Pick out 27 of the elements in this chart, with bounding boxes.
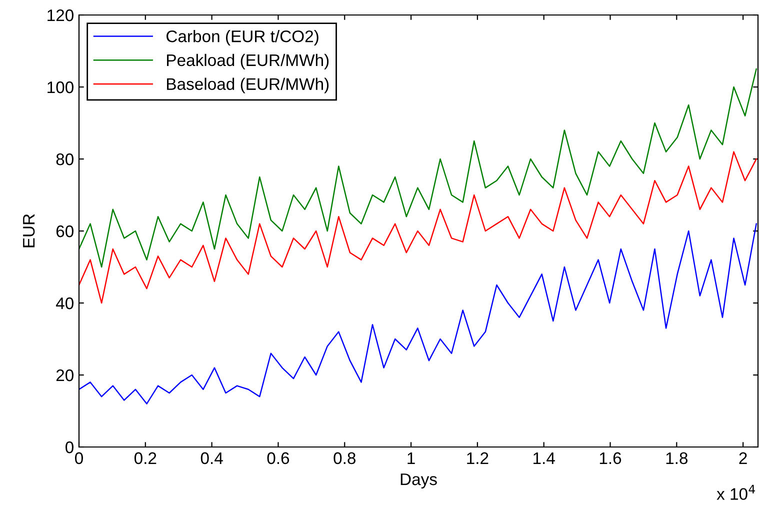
- y-tick-label: 100: [48, 81, 74, 94]
- line-series: [79, 68, 757, 268]
- x-tick-label: 1.8: [666, 452, 688, 464]
- y-tick-label: 60: [56, 225, 74, 238]
- x-tick-label: 1.2: [467, 452, 488, 464]
- x-tick-label: 1: [408, 452, 415, 464]
- y-tick-label: 20: [56, 369, 74, 382]
- x-tick-label: 1.6: [600, 452, 622, 464]
- legend-label: Peakload (EUR/MWh): [167, 54, 329, 70]
- line-series: [79, 223, 757, 404]
- text: x 10$^{4}$: [716, 484, 755, 500]
- x-tick-label: 0.2: [134, 452, 156, 464]
- x-tick-label: 0.8: [334, 452, 356, 464]
- x-tick-label: 1.4: [534, 452, 555, 464]
- y-tick-label: 40: [56, 297, 74, 310]
- y-tick-label: 120: [48, 9, 74, 22]
- y-axis-title: EUR: [23, 214, 35, 248]
- x-axis-title: Days: [400, 474, 437, 488]
- legend-label: Carbon (EUR t/CO2): [166, 30, 318, 46]
- line-series: [79, 151, 757, 304]
- legend-label: Baseload (EUR/MWh): [167, 78, 329, 94]
- x-tick-label: 2: [739, 452, 747, 464]
- y-tick-label: 0: [66, 441, 74, 454]
- x-tick-label: 0: [75, 452, 83, 464]
- x-tick-label: 0.6: [267, 452, 290, 464]
- y-tick-label: 80: [56, 153, 74, 166]
- x-tick-label: 0.4: [200, 452, 223, 464]
